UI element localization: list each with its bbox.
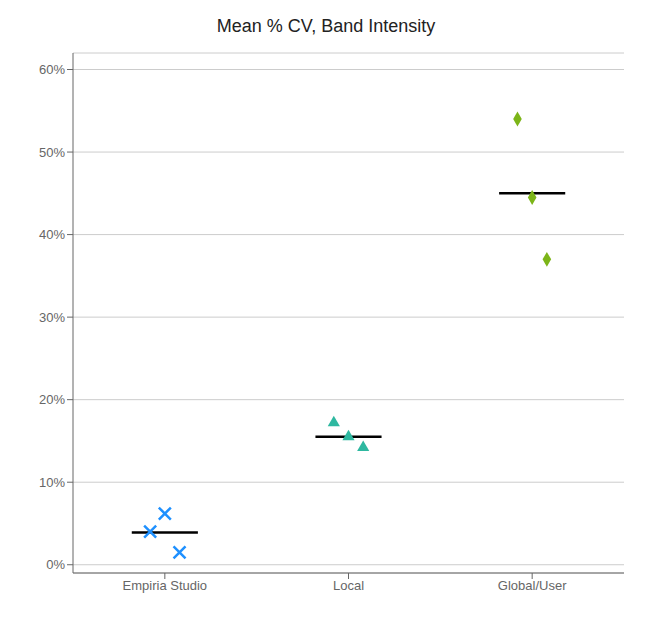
svg-text:60%: 60% bbox=[39, 62, 65, 77]
html-text:Mean % CV, Band Intensity: Mean % CV, Band Intensity bbox=[216, 16, 436, 36]
svg-text:Local: Local bbox=[333, 578, 364, 593]
svg-text:Global/User: Global/User bbox=[498, 578, 567, 593]
svg-text:20%: 20% bbox=[39, 392, 65, 407]
svg-text:30%: 30% bbox=[39, 310, 65, 325]
svg-text:Empiria Studio: Empiria Studio bbox=[123, 578, 208, 593]
svg-text:40%: 40% bbox=[39, 227, 65, 242]
svg-text:10%: 10% bbox=[39, 475, 65, 490]
svg-text:0%: 0% bbox=[46, 557, 65, 572]
svg-text:50%: 50% bbox=[39, 145, 65, 160]
